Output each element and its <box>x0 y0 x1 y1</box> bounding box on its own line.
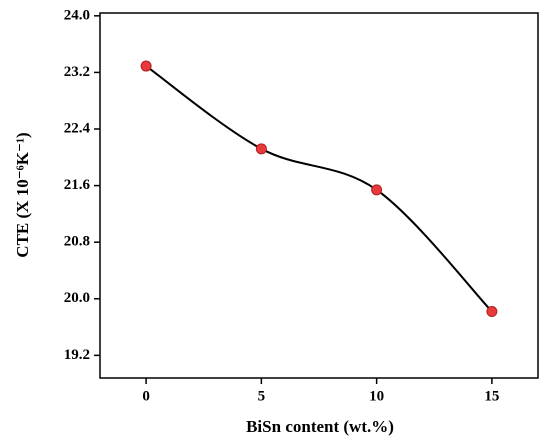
x-tick-label: 10 <box>369 388 384 404</box>
data-point <box>486 306 498 318</box>
y-tick-label: 21.6 <box>64 177 91 193</box>
data-line <box>145 65 493 313</box>
x-axis-title: BiSn content (wt.%) <box>246 417 394 436</box>
y-tick-label: 22.4 <box>64 120 91 136</box>
y-tick-label: 23.2 <box>64 64 90 80</box>
data-point <box>255 143 267 155</box>
data-point <box>371 184 383 196</box>
y-tick-label: 19.2 <box>64 347 90 363</box>
y-tick-label: 24.0 <box>64 7 90 23</box>
y-tick-label: 20.0 <box>64 290 90 306</box>
plot-frame <box>99 12 539 379</box>
data-point <box>140 60 152 72</box>
y-axis-title: CTE (X 10⁻⁶K⁻¹) <box>13 132 32 257</box>
y-tick-label: 20.8 <box>64 234 90 250</box>
x-tick-label: 5 <box>258 388 266 404</box>
x-tick-label: 0 <box>142 388 150 404</box>
x-tick-label: 15 <box>484 388 499 404</box>
